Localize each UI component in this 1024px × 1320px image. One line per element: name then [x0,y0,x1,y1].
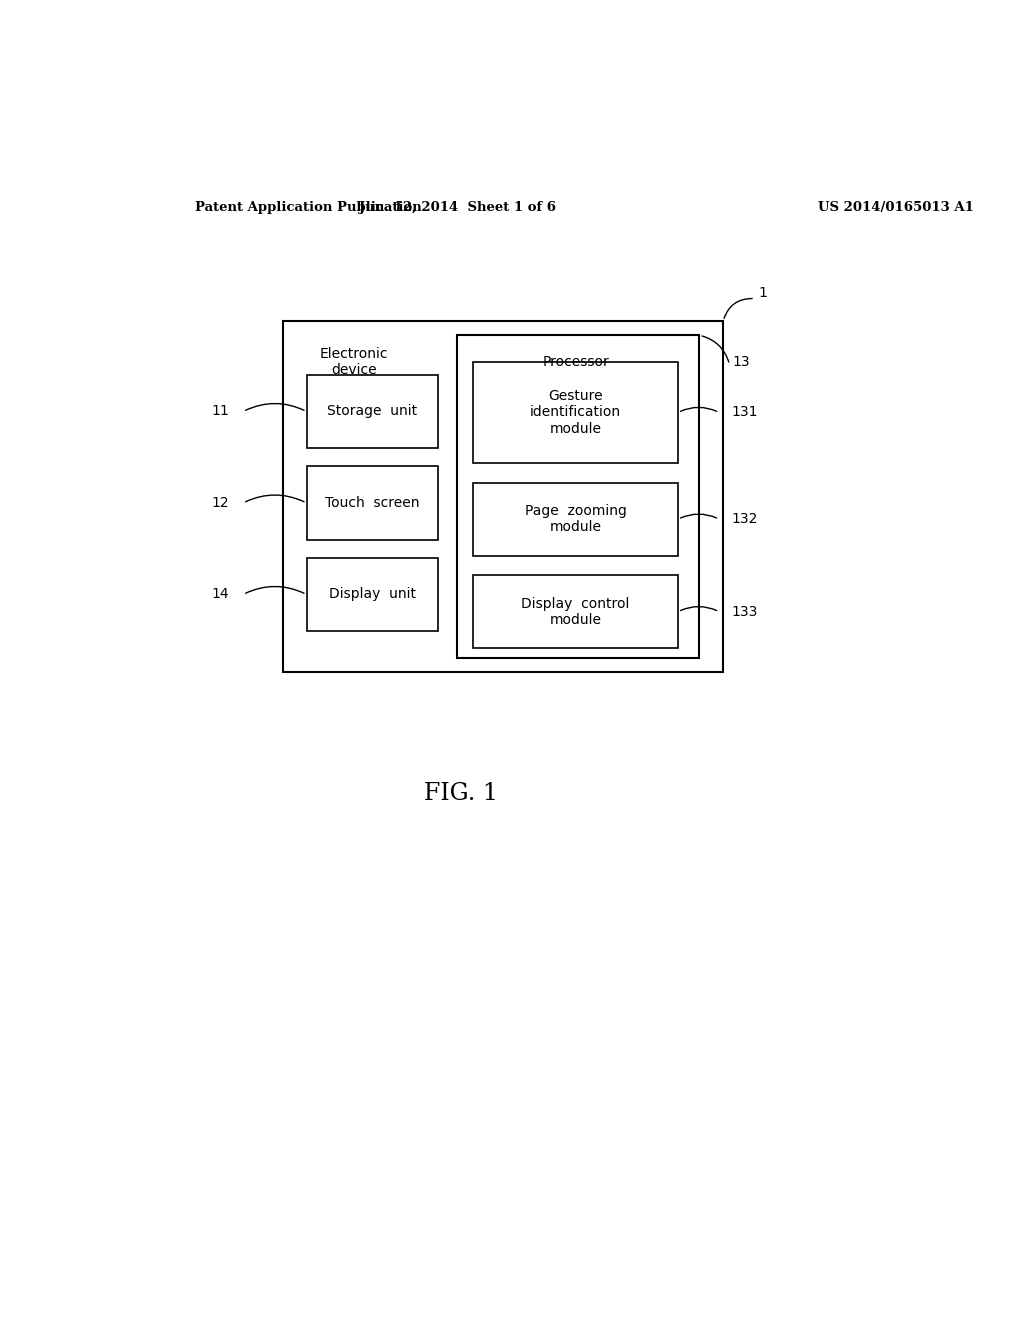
Text: 11: 11 [211,404,229,418]
Bar [306,466,437,540]
Bar [473,576,678,648]
Text: 13: 13 [733,355,751,368]
Bar [473,362,678,463]
Text: Storage  unit: Storage unit [327,404,417,418]
Bar [306,375,437,447]
Text: Jun. 12, 2014  Sheet 1 of 6: Jun. 12, 2014 Sheet 1 of 6 [358,201,556,214]
Text: 14: 14 [211,587,229,602]
Text: Page  zooming
module: Page zooming module [524,504,627,535]
Bar [283,321,723,672]
Text: 132: 132 [731,512,758,527]
Text: 131: 131 [731,405,758,420]
Text: US 2014/0165013 A1: US 2014/0165013 A1 [818,201,974,214]
Bar [458,335,699,659]
Text: Display  control
module: Display control module [521,597,630,627]
Text: Gesture
identification
module: Gesture identification module [530,389,622,436]
Text: 1: 1 [759,285,768,300]
Text: Touch  screen: Touch screen [325,496,419,510]
Text: Display  unit: Display unit [329,587,416,602]
Text: Electronic
device: Electronic device [319,347,388,376]
Text: Processor: Processor [543,355,609,368]
Text: Patent Application Publication: Patent Application Publication [196,201,422,214]
Bar [306,558,437,631]
Bar [473,483,678,556]
Text: 133: 133 [731,605,758,619]
Text: FIG. 1: FIG. 1 [424,783,499,805]
Text: 12: 12 [211,496,229,510]
